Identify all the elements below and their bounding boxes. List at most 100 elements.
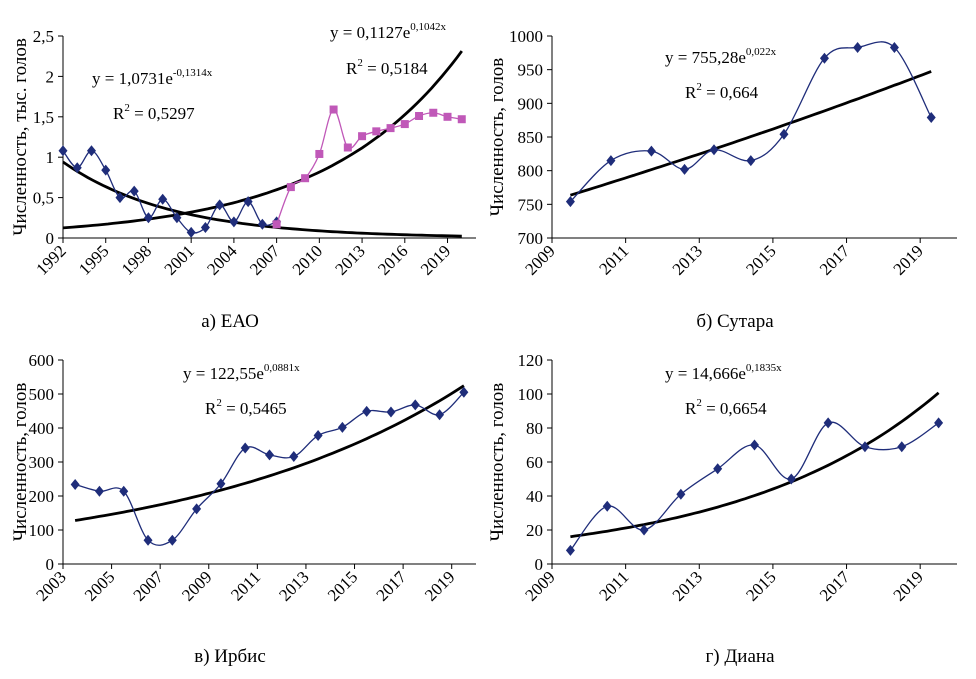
x-tick-label: 2017 [816, 241, 854, 279]
chart-caption: в) Ирбис [194, 646, 266, 667]
trend-equation: y = 1,0731e-0,1314x [92, 67, 213, 88]
y-tick-label: 0 [535, 555, 544, 574]
data-point [70, 478, 80, 490]
data-point [215, 199, 225, 211]
y-tick-label: 750 [518, 195, 544, 214]
data-point [286, 183, 295, 192]
y-tick-label: 2 [46, 67, 55, 86]
r2-symbol: R [113, 104, 125, 123]
trend-r2: R2 = 0,5465 [205, 397, 287, 418]
x-tick-label: 2016 [374, 241, 411, 278]
trendline [74, 384, 465, 522]
data-point [853, 41, 863, 53]
data-point [934, 417, 944, 429]
x-tick-label: 1998 [118, 241, 155, 278]
data-point [459, 386, 469, 398]
x-tick-label: 2013 [275, 567, 312, 604]
y-tick-label: 700 [518, 229, 544, 248]
y-tick-label: 500 [29, 385, 55, 404]
x-tick-label: 2017 [372, 567, 410, 605]
data-point [289, 451, 299, 463]
data-point [639, 524, 649, 536]
y-tick-label: 60 [526, 453, 543, 472]
x-tick-label: 2017 [816, 567, 854, 605]
r2-superscript: 2 [696, 397, 702, 409]
data-point [58, 145, 68, 157]
equation-exponent: 0,1042x [410, 21, 446, 33]
x-tick-label: 2013 [331, 241, 368, 278]
trend-r2: R2 = 0,5184 [346, 57, 428, 78]
series-line [62, 150, 277, 234]
data-point [192, 503, 202, 515]
r2-value: = 0,664 [702, 83, 759, 102]
data-point [265, 449, 274, 461]
y-tick-label: 1 [46, 148, 55, 167]
data-point [129, 185, 139, 197]
data-point [272, 220, 281, 229]
data-point [602, 500, 612, 512]
data-point [709, 144, 719, 156]
x-tick-label: 2019 [890, 241, 927, 278]
x-tick-label: 2013 [669, 567, 706, 604]
x-tick-label: 2009 [178, 567, 215, 604]
data-point [358, 132, 367, 141]
x-tick-label: 2019 [890, 567, 927, 604]
trend-equation: y = 122,55e0,0881x [183, 362, 300, 383]
chart-eao: 0 0,5 1 1,5 2 2,5 1992 1995 1998 2001 2004 2007 2010… [10, 21, 476, 332]
data-point [443, 112, 452, 121]
data-point [315, 149, 324, 158]
x-tick-label: 1995 [75, 241, 112, 278]
series-line [276, 108, 462, 225]
data-point [229, 216, 239, 228]
trend-r2: R2 = 0,5297 [113, 102, 195, 123]
data-point [101, 164, 111, 176]
data-point [216, 478, 226, 490]
data-point [565, 544, 575, 556]
data-point [362, 405, 372, 417]
data-point [386, 406, 396, 418]
x-tick-label: 2005 [81, 567, 118, 604]
r2-value: = 0,6654 [702, 399, 767, 418]
equation-base: y = 755,28e [665, 48, 746, 67]
chart-irbis: 0 100 200 300 400 500 600 2003 2005 2007 2009 2011 2… [10, 351, 476, 667]
y-axis-label: Численность, голов [487, 383, 508, 542]
x-tick-label: 2009 [521, 567, 558, 604]
data-point [819, 52, 829, 64]
data-point [823, 417, 833, 429]
x-tick-label: 1992 [32, 241, 69, 278]
data-point [94, 485, 104, 497]
trend-equation: y = 14,666e0,1835x [665, 362, 782, 383]
data-point [186, 226, 196, 238]
data-point [680, 163, 690, 175]
data-point [329, 105, 338, 114]
y-axis-label: Численность, голов [487, 58, 508, 217]
x-tick-label: 2011 [595, 567, 632, 604]
data-point [143, 212, 153, 224]
y-axis-label: Численность, тыс. голов [10, 38, 31, 236]
data-point [372, 127, 381, 136]
y-tick-label: 900 [518, 94, 544, 113]
y-tick-label: 40 [526, 487, 543, 506]
x-tick-label: 2015 [742, 241, 779, 278]
data-point [606, 155, 616, 167]
data-point [646, 145, 656, 157]
r2-superscript: 2 [216, 397, 222, 409]
equation-exponent: 0,1835x [746, 362, 782, 374]
data-point [565, 196, 575, 208]
r2-symbol: R [685, 83, 697, 102]
data-point [860, 441, 870, 453]
y-tick-label: 100 [29, 521, 55, 540]
y-tick-label: 800 [518, 162, 544, 181]
chart-caption: б) Сутара [696, 311, 774, 332]
data-point [400, 120, 409, 129]
r2-symbol: R [685, 399, 697, 418]
trendline [62, 50, 463, 230]
x-tick-label: 2011 [595, 241, 632, 278]
trend-equation: y = 0,1127e0,1042x [330, 21, 447, 42]
equation-base: y = 0,1127e [330, 23, 410, 42]
y-tick-label: 2,5 [33, 27, 54, 46]
x-tick-label: 2004 [203, 241, 241, 279]
data-point [410, 399, 420, 411]
equation-base: y = 1,0731e [92, 69, 173, 88]
